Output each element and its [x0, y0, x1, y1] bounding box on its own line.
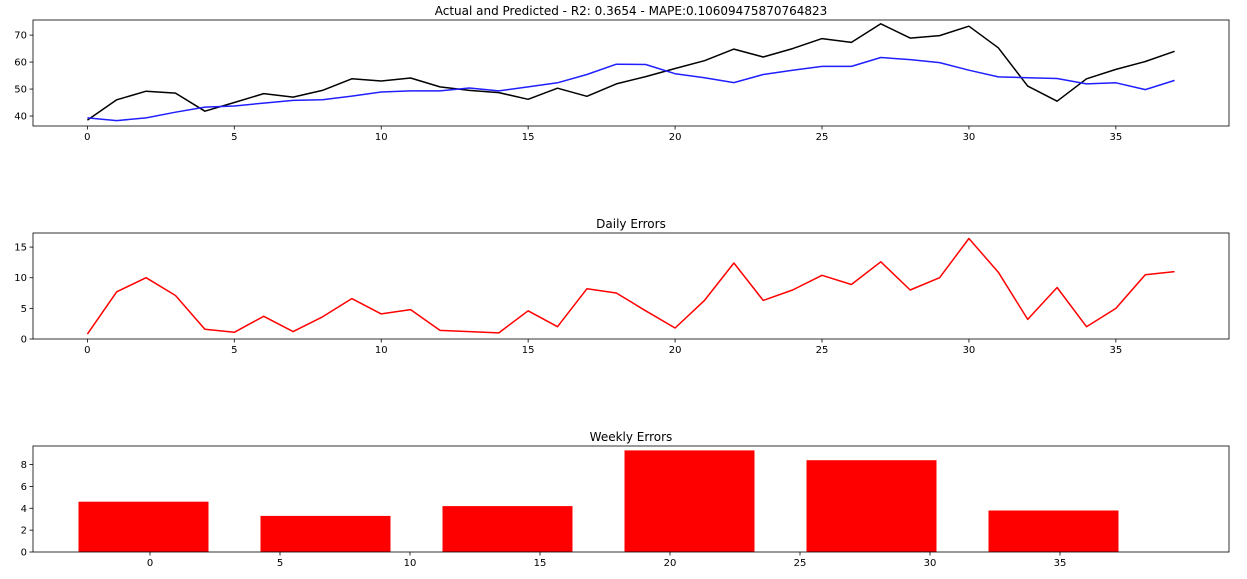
x-tick-label: 10 — [375, 132, 388, 143]
bar — [260, 515, 391, 552]
x-tick-label: 0 — [84, 345, 90, 356]
x-tick-label: 10 — [404, 558, 417, 569]
y-tick-label: 0 — [21, 548, 27, 559]
bar — [806, 460, 937, 552]
series-line — [86, 237, 1175, 335]
x-tick-label: 20 — [664, 558, 677, 569]
bar — [442, 506, 573, 552]
x-tick-label: 10 — [375, 345, 388, 356]
y-tick-label: 2 — [21, 526, 27, 537]
bar — [624, 450, 755, 552]
x-tick-label: 15 — [522, 132, 535, 143]
x-tick-label: 5 — [231, 345, 237, 356]
chart-title: Daily Errors — [596, 217, 666, 231]
x-tick-label: 30 — [924, 558, 937, 569]
plot-frame — [32, 232, 1230, 340]
x-tick-label: 25 — [816, 132, 829, 143]
x-tick-label: 25 — [816, 345, 829, 356]
weekly-errors-chart: Weekly Errors 0 5 10 15 20 25 30 35 0 2 4 6 8 — [21, 430, 1230, 569]
x-tick-label: 35 — [1109, 345, 1122, 356]
x-tick-label: 25 — [794, 558, 807, 569]
x-tick-label: 15 — [534, 558, 547, 569]
plot-frame — [32, 445, 1230, 553]
y-tick-label: 8 — [21, 460, 27, 471]
x-tick-label: 15 — [522, 345, 535, 356]
series-line — [86, 23, 1175, 121]
y-tick-label: 60 — [14, 58, 27, 69]
x-tick-label: 5 — [277, 558, 283, 569]
plot-frame — [32, 19, 1230, 127]
y-tick-label: 6 — [21, 482, 27, 493]
actual-predicted-chart: Actual and Predicted - R2: 0.3654 - MAPE… — [14, 4, 1230, 143]
series-line — [87, 56, 1175, 122]
y-tick-label: 70 — [14, 31, 27, 42]
y-tick-label: 4 — [21, 504, 27, 515]
x-tick-label: 0 — [84, 132, 90, 143]
y-tick-label: 5 — [21, 304, 27, 315]
bar — [988, 510, 1119, 552]
bar — [78, 501, 209, 552]
y-tick-label: 50 — [14, 85, 27, 96]
x-tick-label: 20 — [669, 132, 682, 143]
chart-title: Actual and Predicted - R2: 0.3654 - MAPE… — [435, 4, 828, 18]
x-tick-label: 30 — [963, 345, 976, 356]
x-tick-label: 30 — [963, 132, 976, 143]
x-tick-label: 5 — [231, 132, 237, 143]
x-tick-label: 35 — [1054, 558, 1067, 569]
x-tick-label: 0 — [147, 558, 153, 569]
x-tick-label: 20 — [669, 345, 682, 356]
y-tick-label: 10 — [14, 273, 27, 284]
y-tick-label: 15 — [14, 243, 27, 254]
y-tick-label: 0 — [21, 335, 27, 346]
y-tick-label: 40 — [14, 112, 27, 123]
daily-errors-chart: Daily Errors 0 5 10 15 20 25 30 35 0 5 10 15 — [14, 217, 1230, 356]
chart-title: Weekly Errors — [590, 430, 673, 444]
x-tick-label: 35 — [1109, 132, 1122, 143]
